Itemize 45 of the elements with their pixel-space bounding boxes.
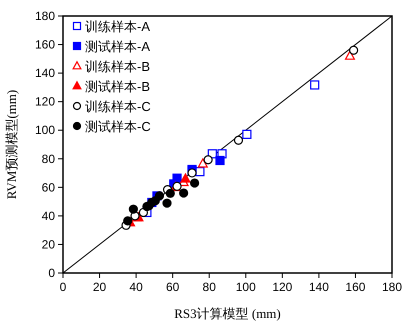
point	[128, 204, 138, 214]
x-axis-title: RS3计算模型 (mm)	[174, 306, 281, 321]
y-tick-label: 40	[42, 208, 56, 223]
y-tick-label: 20	[42, 237, 56, 252]
y-tick-label: 120	[34, 94, 56, 109]
legend-label: 训练样本-C	[85, 99, 151, 114]
legend-label: 测试样本-A	[85, 39, 150, 54]
point	[154, 191, 164, 200]
y-tick-label: 0	[48, 266, 56, 280]
point	[180, 173, 190, 183]
x-tick-label: 0	[60, 280, 67, 294]
x-tick-label: 120	[272, 280, 293, 294]
point	[198, 158, 208, 168]
point	[187, 168, 197, 178]
x-tick-label: 80	[202, 280, 216, 294]
point	[215, 156, 225, 166]
x-tick-label: 60	[166, 280, 180, 294]
y-tick-label: 80	[42, 152, 56, 166]
point	[349, 46, 358, 55]
y-tick-label: 100	[34, 123, 56, 138]
x-tick-label: 40	[129, 280, 144, 294]
legend-label: 测试样本-B	[85, 79, 150, 94]
x-tick-label: 180	[382, 280, 402, 294]
legend-label: 训练样本-A	[85, 19, 150, 34]
legend-label: 训练样本-B	[85, 59, 150, 74]
x-tick-label: 100	[236, 280, 256, 294]
point	[310, 80, 320, 90]
point	[162, 198, 172, 208]
y-tick-label: 140	[34, 66, 56, 80]
legend-label: 测试样本-C	[85, 119, 151, 134]
point	[179, 188, 188, 198]
point	[190, 178, 200, 188]
point	[123, 216, 132, 226]
point	[166, 188, 175, 198]
y-axis-title: RVM预测模型(mm)	[4, 90, 19, 200]
x-tick-label: 160	[345, 280, 366, 294]
y-tick-label: 60	[42, 180, 56, 194]
x-tick-label: 140	[308, 280, 330, 294]
point	[344, 50, 355, 60]
y-tick-label: 180	[34, 9, 56, 23]
y-tick-label: 160	[34, 38, 56, 52]
x-tick-label: 20	[92, 280, 107, 294]
point	[204, 155, 213, 164]
point	[242, 130, 252, 139]
point	[234, 136, 244, 145]
